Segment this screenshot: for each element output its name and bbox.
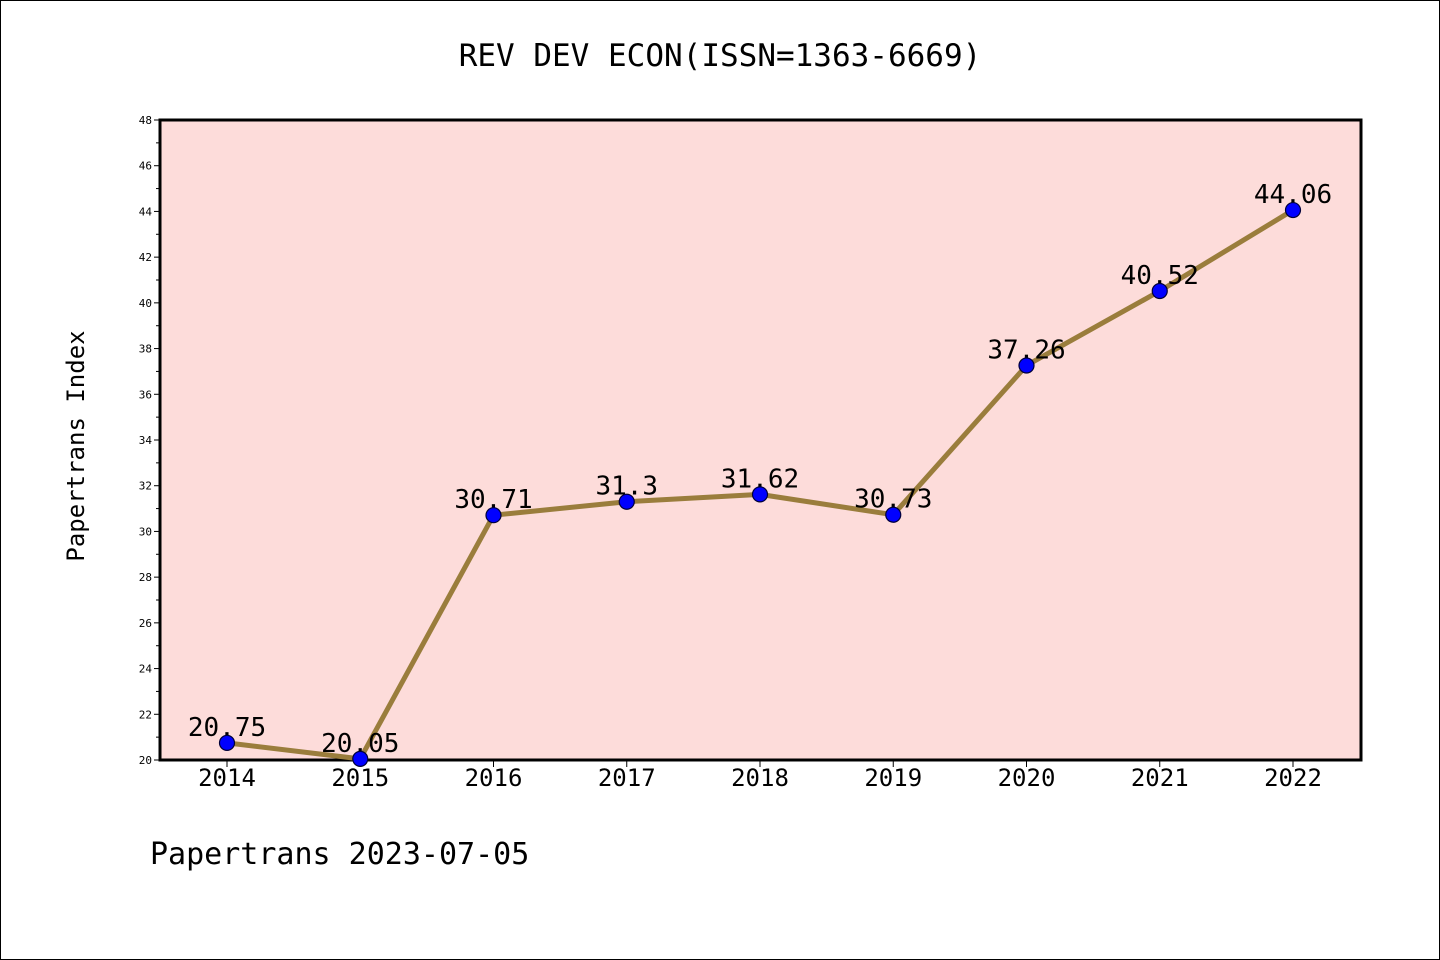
x-tick-label: 2020 <box>998 764 1056 792</box>
x-tick-label: 2018 <box>731 764 789 792</box>
y-tick-label: 42 <box>139 251 152 264</box>
x-tick-label: 2014 <box>198 764 256 792</box>
y-tick-label: 28 <box>139 571 152 584</box>
y-tick-label: 26 <box>139 617 152 630</box>
data-point <box>885 506 902 523</box>
data-point <box>218 734 236 751</box>
y-tick-label: 46 <box>139 160 152 173</box>
y-tick-label: 44 <box>139 205 153 218</box>
y-tick-label: 48 <box>139 114 152 127</box>
y-tick-label: 24 <box>139 663 153 676</box>
x-tick-label: 2016 <box>465 764 523 792</box>
x-tick-label: 2015 <box>331 764 389 792</box>
x-tick-label: 2021 <box>1131 764 1189 792</box>
x-tick-label: 2017 <box>598 764 656 792</box>
data-point <box>751 486 769 503</box>
y-tick-label: 40 <box>139 297 152 310</box>
data-point <box>485 507 502 524</box>
data-point <box>1151 282 1168 300</box>
x-axis: 2014 2015 2016 2017 2018 2019 2020 2021 2022 <box>198 760 1322 792</box>
y-tick-label: 38 <box>139 343 152 356</box>
plot-area <box>158 118 1363 762</box>
y-tick-label: 22 <box>139 708 152 721</box>
x-tick-label: 2022 <box>1264 764 1322 792</box>
data-point <box>352 750 369 767</box>
y-tick-label: 34 <box>139 434 153 447</box>
y-tick-label: 36 <box>139 388 152 401</box>
data-point <box>618 493 635 510</box>
footer-text: Papertrans 2023-07-05 <box>150 837 529 872</box>
y-axis: 20 22 24 26 28 30 32 34 36 38 40 42 44 46 48 <box>139 114 160 767</box>
y-tick-label: 32 <box>139 480 152 493</box>
y-tick-label: 30 <box>139 525 152 538</box>
data-point <box>1018 357 1035 374</box>
x-tick-label: 2019 <box>864 764 922 792</box>
data-point <box>1284 201 1302 219</box>
chart-title: REV DEV ECON(ISSN=1363-6669) <box>459 38 982 74</box>
y-axis-label: Papertrans Index <box>62 330 90 561</box>
y-tick-label: 20 <box>139 754 152 767</box>
